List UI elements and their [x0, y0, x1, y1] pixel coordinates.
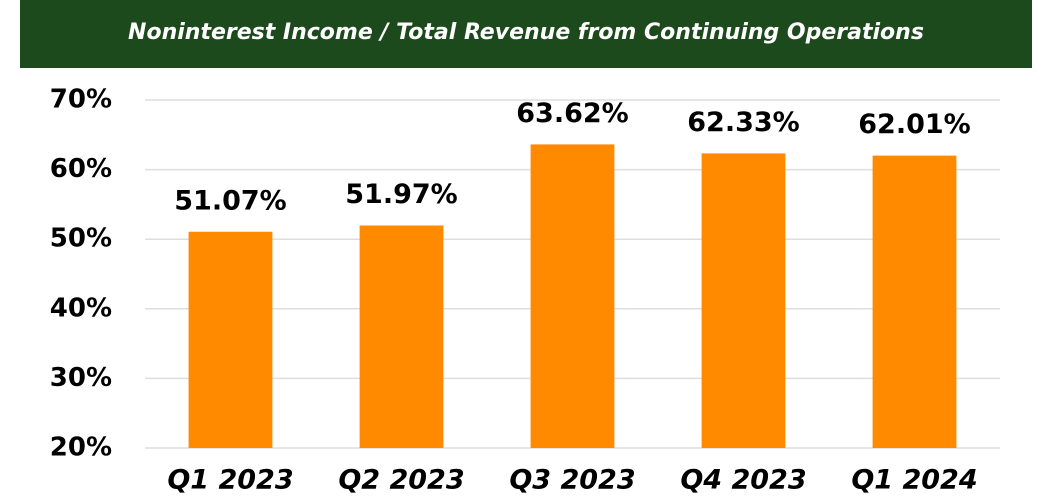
y-tick-label: 70%	[50, 85, 112, 115]
data-label: 62.33%	[687, 107, 799, 138]
bar	[701, 153, 786, 449]
data-label: 51.07%	[174, 185, 286, 216]
x-tick-label: Q3 2023	[509, 465, 635, 496]
x-tick-label: Q1 2024	[851, 465, 977, 496]
data-label: 51.97%	[345, 179, 457, 210]
data-label: 62.01%	[858, 109, 970, 140]
bar	[188, 231, 273, 448]
y-tick-label: 30%	[50, 363, 112, 393]
bar	[530, 144, 615, 449]
y-tick-label: 40%	[50, 293, 112, 323]
chart-title: Noninterest Income / Total Revenue from …	[128, 20, 924, 45]
y-tick-label: 50%	[50, 224, 112, 254]
y-tick-label: 60%	[50, 154, 112, 184]
y-tick-label: 20%	[50, 433, 112, 463]
data-label: 63.62%	[516, 98, 628, 129]
title-banner	[20, 0, 1032, 68]
bar	[359, 225, 444, 448]
x-tick-label: Q1 2023	[167, 465, 293, 496]
x-tick-label: Q4 2023	[680, 465, 806, 496]
x-tick-label: Q2 2023	[338, 465, 464, 496]
bar	[872, 155, 957, 448]
